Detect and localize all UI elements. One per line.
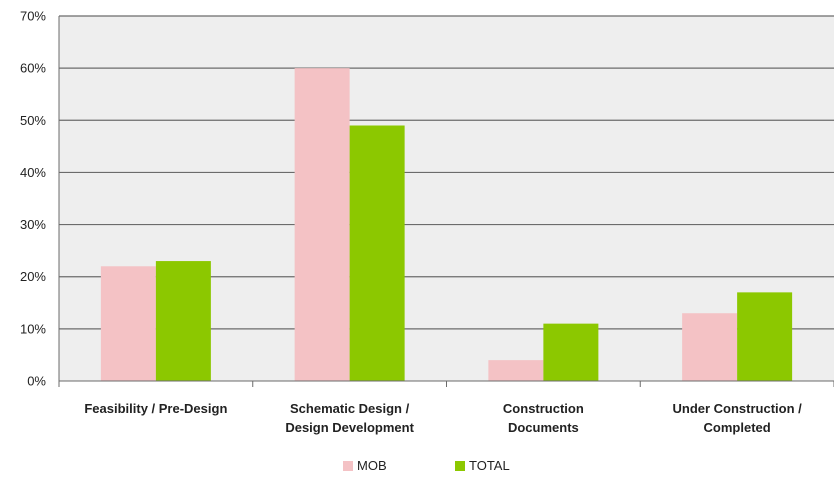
axes — [58, 16, 834, 387]
y-tick-label: 70% — [20, 9, 46, 24]
y-tick-label: 60% — [20, 61, 46, 76]
legend-label-mob: MOB — [357, 458, 387, 473]
x-tick-label: Feasibility / Pre-Design — [84, 401, 227, 416]
y-tick-label: 50% — [20, 113, 46, 128]
y-tick-label: 40% — [20, 165, 46, 180]
legend-swatch-total — [455, 461, 465, 471]
y-tick-label: 0% — [27, 374, 46, 389]
x-tick-label: Construction Documents — [503, 401, 584, 435]
y-tick-label: 20% — [20, 269, 46, 284]
bar-mob-1 — [294, 68, 350, 382]
bar-total-1 — [349, 125, 405, 381]
x-tick-label: Schematic Design / Design Development — [285, 401, 414, 435]
x-tick-label: Under Construction / Completed — [672, 401, 802, 435]
x-axis-ticks: Feasibility / Pre-Design Schematic Design… — [84, 401, 802, 435]
bar-mob-2 — [488, 360, 544, 381]
y-axis-ticks: 0% 10% 20% 30% 40% 50% 60% 70% — [20, 9, 46, 389]
bar-total-0 — [155, 261, 211, 381]
y-tick-label: 30% — [20, 217, 46, 232]
bar-mob-0 — [100, 266, 156, 381]
legend-label-total: TOTAL — [469, 458, 510, 473]
bar-total-2 — [543, 323, 599, 381]
legend-swatch-mob — [343, 461, 353, 471]
bars — [100, 68, 793, 382]
y-tick-label: 10% — [20, 321, 46, 336]
bar-mob-3 — [682, 313, 738, 381]
bar-total-3 — [737, 292, 793, 381]
legend: MOB TOTAL — [343, 458, 510, 473]
